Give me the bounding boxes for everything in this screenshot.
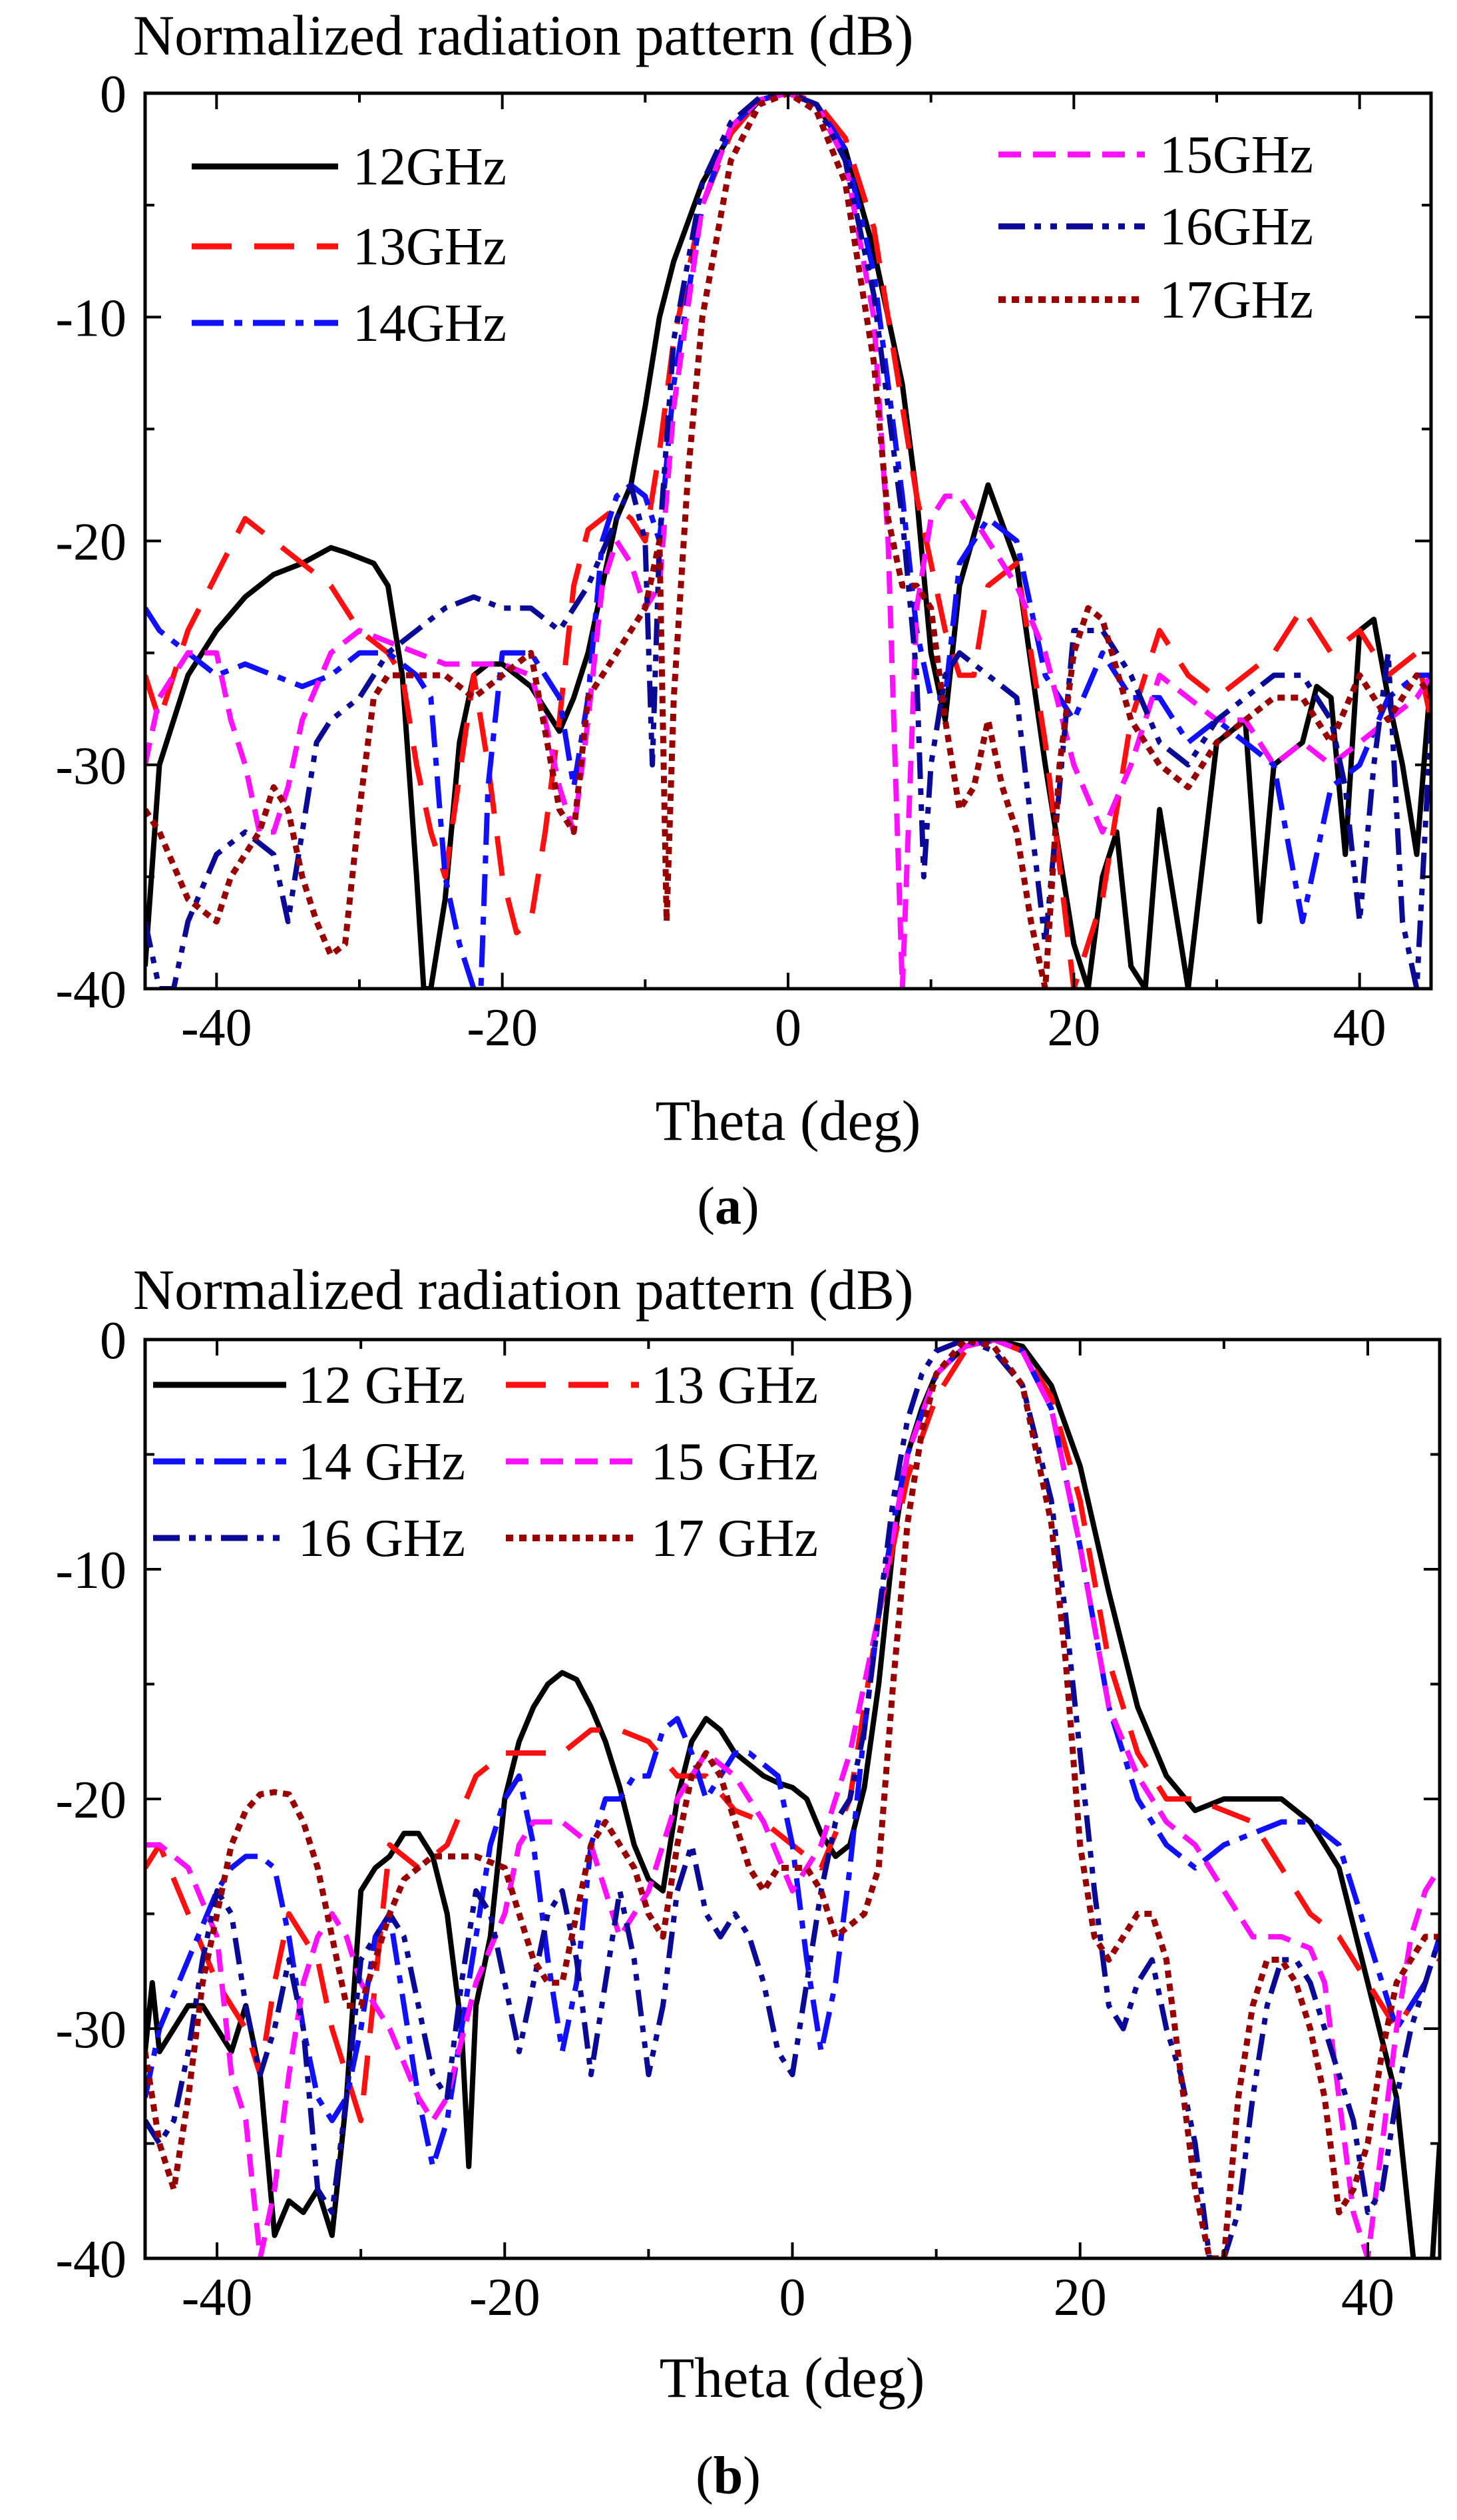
x-tick-label: -20 [467,999,538,1057]
series-line [145,93,1431,989]
x-tick-label: -40 [181,999,252,1057]
y-tick-label: 0 [100,1312,126,1370]
y-tick-label: -40 [55,961,126,1019]
x-tick-label: 40 [1341,2268,1394,2327]
axis-ticks [145,92,1431,990]
legend: 12 GHz 13 GHz 14 GHz 15 GHz 16 GHz 17 GHz [153,1356,818,1568]
y-tick-labels: 0 -10 -20 -30 -40 [55,65,126,1019]
x-axis-label: Theta (deg) [656,1089,921,1152]
panel-label: (a) [697,1177,759,1236]
y-tick-label: -40 [55,2230,126,2289]
series-line [145,1340,1440,2258]
axis-ticks [145,1338,1440,2260]
legend-label: 16 GHz [298,1509,465,1568]
legend-label: 17GHz [1159,271,1313,330]
legend: 12GHz 13GHz 14GHz 15GHz 16GHz 17GHz [192,126,1313,353]
y-tick-label: -30 [55,737,126,796]
y-tick-labels: 0 -10 -20 -30 -40 [55,1312,126,2289]
chart-title: Normalized radiation pattern (dB) [133,3,914,67]
y-tick-label: -20 [55,1771,126,1830]
x-tick-label: 20 [1054,2268,1107,2327]
series-line [145,93,1431,989]
series-line [145,93,1431,989]
legend-label: 14GHz [353,294,507,353]
y-tick-label: -20 [55,513,126,572]
x-tick-label: 0 [779,2268,806,2327]
legend-label: 12GHz [353,138,507,196]
series-line [145,93,1431,989]
legend-label: 14 GHz [298,1433,465,1491]
plot-area: -40 -20 0 20 40 0 -10 -20 -30 -40 [55,65,1433,1057]
y-tick-label: -10 [55,1541,126,1600]
legend-label: 16GHz [1159,198,1313,256]
panel-b: Normalized radiation pattern (dB) -40 -20… [55,1258,1442,2505]
plot-area: -40 -20 0 20 40 0 -10 -20 -30 -40 [55,1312,1442,2327]
panel-label: (b) [696,2447,761,2505]
panel-letter: a [715,1177,741,1236]
x-tick-label: 0 [775,999,801,1057]
y-tick-label: -30 [55,2001,126,2059]
chart-title: Normalized radiation pattern (dB) [133,1258,914,1322]
x-tick-labels: -40 -20 0 20 40 [181,999,1386,1057]
panel-letter: b [714,2447,743,2505]
series-group [145,93,1431,989]
x-tick-label: 40 [1333,999,1386,1057]
series-line [145,1340,1440,2169]
legend-label: 12 GHz [298,1356,465,1415]
x-tick-label: -40 [182,2268,253,2327]
x-tick-label: 20 [1047,999,1100,1057]
y-tick-label: 0 [100,65,126,124]
series-group [145,1340,1440,2258]
legend-label: 15 GHz [651,1433,818,1491]
x-tick-labels: -40 -20 0 20 40 [182,2268,1394,2327]
y-tick-label: -10 [55,289,126,348]
series-line [145,1340,1440,2258]
legend-label: 13 GHz [651,1356,818,1415]
series-line [145,1340,1440,2258]
legend-label: 13GHz [353,218,507,276]
x-axis-label: Theta (deg) [660,2346,925,2409]
legend-label: 17 GHz [651,1509,818,1568]
panel-a: Normalized radiation pattern (dB) -40 -20… [55,3,1433,1236]
x-tick-label: -20 [469,2268,540,2327]
legend-label: 15GHz [1159,126,1313,184]
